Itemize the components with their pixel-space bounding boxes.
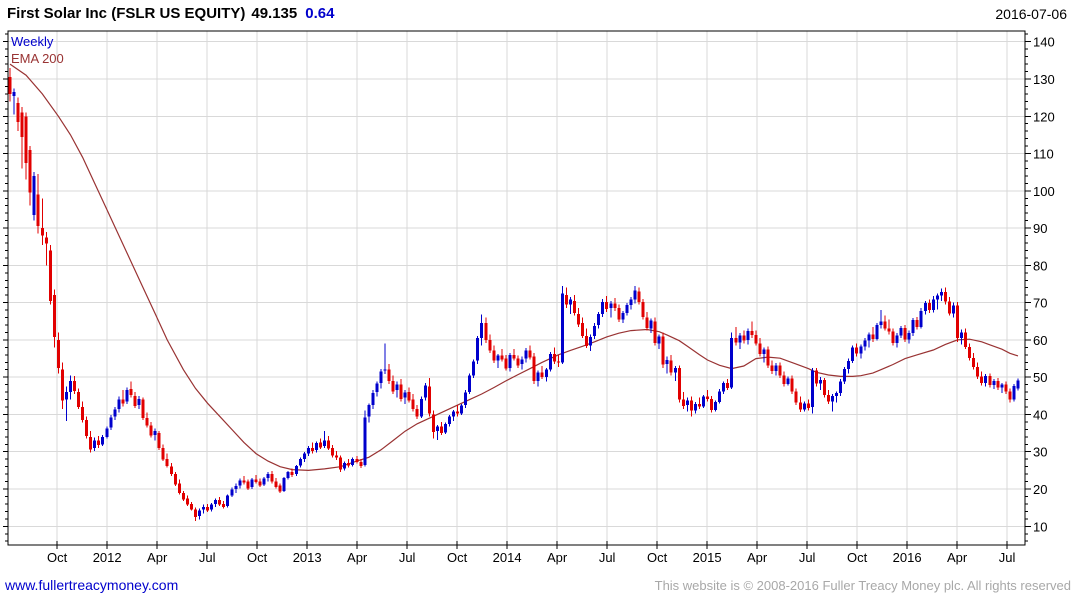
svg-text:10: 10 [1033, 519, 1047, 534]
svg-text:Jul: Jul [599, 550, 616, 565]
svg-text:Apr: Apr [947, 550, 968, 565]
svg-text:2013: 2013 [293, 550, 322, 565]
axes-layer [3, 30, 1031, 549]
svg-text:Oct: Oct [447, 550, 468, 565]
svg-text:Oct: Oct [847, 550, 868, 565]
grid-layer [8, 31, 1025, 545]
svg-text:100: 100 [1033, 184, 1055, 199]
instrument-name: First Solar Inc (FSLR US EQUITY) [7, 5, 246, 22]
footer-copyright: This website is © 2008-2016 Fuller Treac… [654, 578, 1071, 593]
svg-text:70: 70 [1033, 296, 1047, 311]
svg-text:Apr: Apr [347, 550, 368, 565]
svg-text:Apr: Apr [547, 550, 568, 565]
svg-text:Apr: Apr [747, 550, 768, 565]
ema-line [9, 63, 1019, 472]
svg-text:50: 50 [1033, 370, 1047, 385]
svg-text:2014: 2014 [493, 550, 522, 565]
svg-text:Jul: Jul [999, 550, 1016, 565]
svg-text:40: 40 [1033, 407, 1047, 422]
page-title: First Solar Inc (FSLR US EQUITY) 49.135 0.… [7, 5, 334, 22]
x-axis-labels: Oct 2012 Apr Jul Oct 2013 Apr Jul Oct 2014 Apr Jul O… [47, 550, 1015, 565]
y-axis-labels: 10 20 30 40 50 60 70 80 90 100 110 120 130 140 [1033, 35, 1055, 535]
svg-text:20: 20 [1033, 482, 1047, 497]
svg-text:60: 60 [1033, 333, 1047, 348]
svg-text:30: 30 [1033, 445, 1047, 460]
change-value: 0.64 [305, 5, 335, 22]
svg-text:130: 130 [1033, 72, 1055, 87]
svg-text:80: 80 [1033, 258, 1047, 273]
svg-text:Jul: Jul [199, 550, 216, 565]
svg-text:90: 90 [1033, 221, 1047, 236]
svg-text:2016: 2016 [893, 550, 922, 565]
timeframe-label: Weekly [11, 34, 54, 49]
footer-site-link[interactable]: www.fullertreacymoney.com [5, 577, 179, 593]
as-of-date: 2016-07-06 [995, 6, 1067, 22]
svg-text:Oct: Oct [247, 550, 268, 565]
candles-layer [8, 67, 1020, 522]
svg-text:Oct: Oct [647, 550, 668, 565]
ema-legend-label: EMA 200 [11, 51, 64, 66]
svg-text:Jul: Jul [799, 550, 816, 565]
svg-text:Jul: Jul [399, 550, 416, 565]
last-price: 49.135 [251, 5, 298, 22]
svg-text:140: 140 [1033, 35, 1055, 50]
svg-text:2015: 2015 [693, 550, 722, 565]
svg-text:Apr: Apr [147, 550, 168, 565]
svg-text:120: 120 [1033, 109, 1055, 124]
svg-text:Oct: Oct [47, 550, 68, 565]
price-chart[interactable]: 10 20 30 40 50 60 70 80 90 100 110 120 130 140 Oct 2012… [0, 0, 1075, 572]
svg-text:110: 110 [1033, 147, 1054, 162]
svg-text:2012: 2012 [93, 550, 122, 565]
